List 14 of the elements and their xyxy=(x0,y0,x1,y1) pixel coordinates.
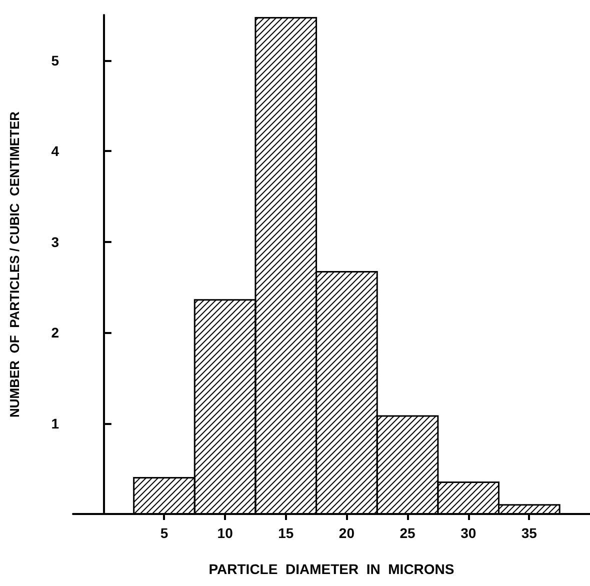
x-tick-label: 20 xyxy=(338,525,355,541)
x-axis-title: PARTICLE DIAMETER IN MICRONS xyxy=(208,561,454,577)
x-tick-label: 5 xyxy=(160,525,168,541)
y-tick-label: 5 xyxy=(51,52,60,68)
x-tick-label: 15 xyxy=(278,525,294,541)
y-tick-label: 3 xyxy=(51,234,60,250)
x-tick-label: 25 xyxy=(400,525,416,541)
y-tick-label: 4 xyxy=(51,143,60,160)
x-tick-label: 10 xyxy=(217,525,234,541)
y-tick-label: 2 xyxy=(51,324,60,341)
x-tick-label: 35 xyxy=(521,525,538,541)
y-axis-title: NUMBER OF PARTICLES / CUBIC CENTIMETER xyxy=(7,110,22,418)
y-tick-label: 1 xyxy=(51,415,60,432)
x-tick-label: 30 xyxy=(460,525,476,541)
